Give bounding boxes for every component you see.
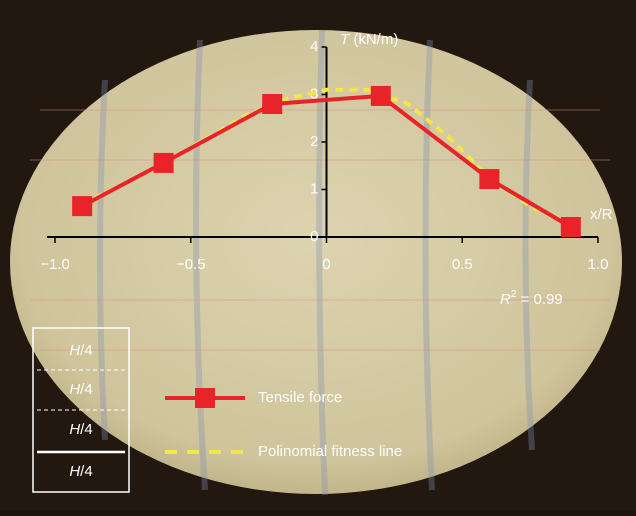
inset-rest: /4: [80, 421, 93, 438]
legend-marker: [195, 388, 215, 408]
inset-var: H: [69, 421, 80, 438]
y-tick-label: 0: [310, 228, 318, 245]
x-tick-label: −1.0: [40, 256, 70, 273]
y-tick-label: 1: [310, 180, 318, 197]
r2-var: R: [500, 291, 511, 308]
data-marker: [262, 94, 282, 114]
data-marker: [72, 196, 92, 216]
inset-label: H/4: [69, 381, 92, 398]
inset-var: H: [69, 381, 80, 398]
x-tick-label: 0.5: [452, 256, 473, 273]
y-tick-label: 2: [310, 133, 318, 150]
inset-var: H: [69, 342, 80, 359]
x-axis-label: x/R: [590, 206, 613, 223]
inset-label: H/4: [69, 421, 92, 438]
inset-label: H/4: [69, 463, 92, 480]
x-tick-label: 1.0: [588, 256, 609, 273]
x-tick-label: 0: [322, 256, 330, 273]
inset-rest: /4: [80, 381, 93, 398]
y-tick-label: 4: [310, 38, 318, 55]
y-label-rest: (kN/m): [349, 31, 398, 48]
r2-rest: = 0.99: [516, 291, 562, 308]
legend-label: Polinomial fitness line: [258, 443, 402, 460]
data-marker: [371, 86, 391, 106]
data-marker: [479, 169, 499, 189]
inset-rest: /4: [80, 342, 93, 359]
y-axis-label: T (kN/m): [340, 31, 398, 48]
legend-label: Tensile force: [258, 389, 342, 406]
inset-var: H: [69, 463, 80, 480]
chart: x/R T (kN/m) R2 = 0.99 −1.0−0.500.51.001…: [0, 0, 636, 511]
data-marker: [561, 217, 581, 237]
inset-label: H/4: [69, 342, 92, 359]
x-tick-label: −0.5: [176, 256, 206, 273]
data-marker: [154, 153, 174, 173]
r2-annotation: R2 = 0.99: [500, 289, 563, 308]
inset-rest: /4: [80, 463, 93, 480]
